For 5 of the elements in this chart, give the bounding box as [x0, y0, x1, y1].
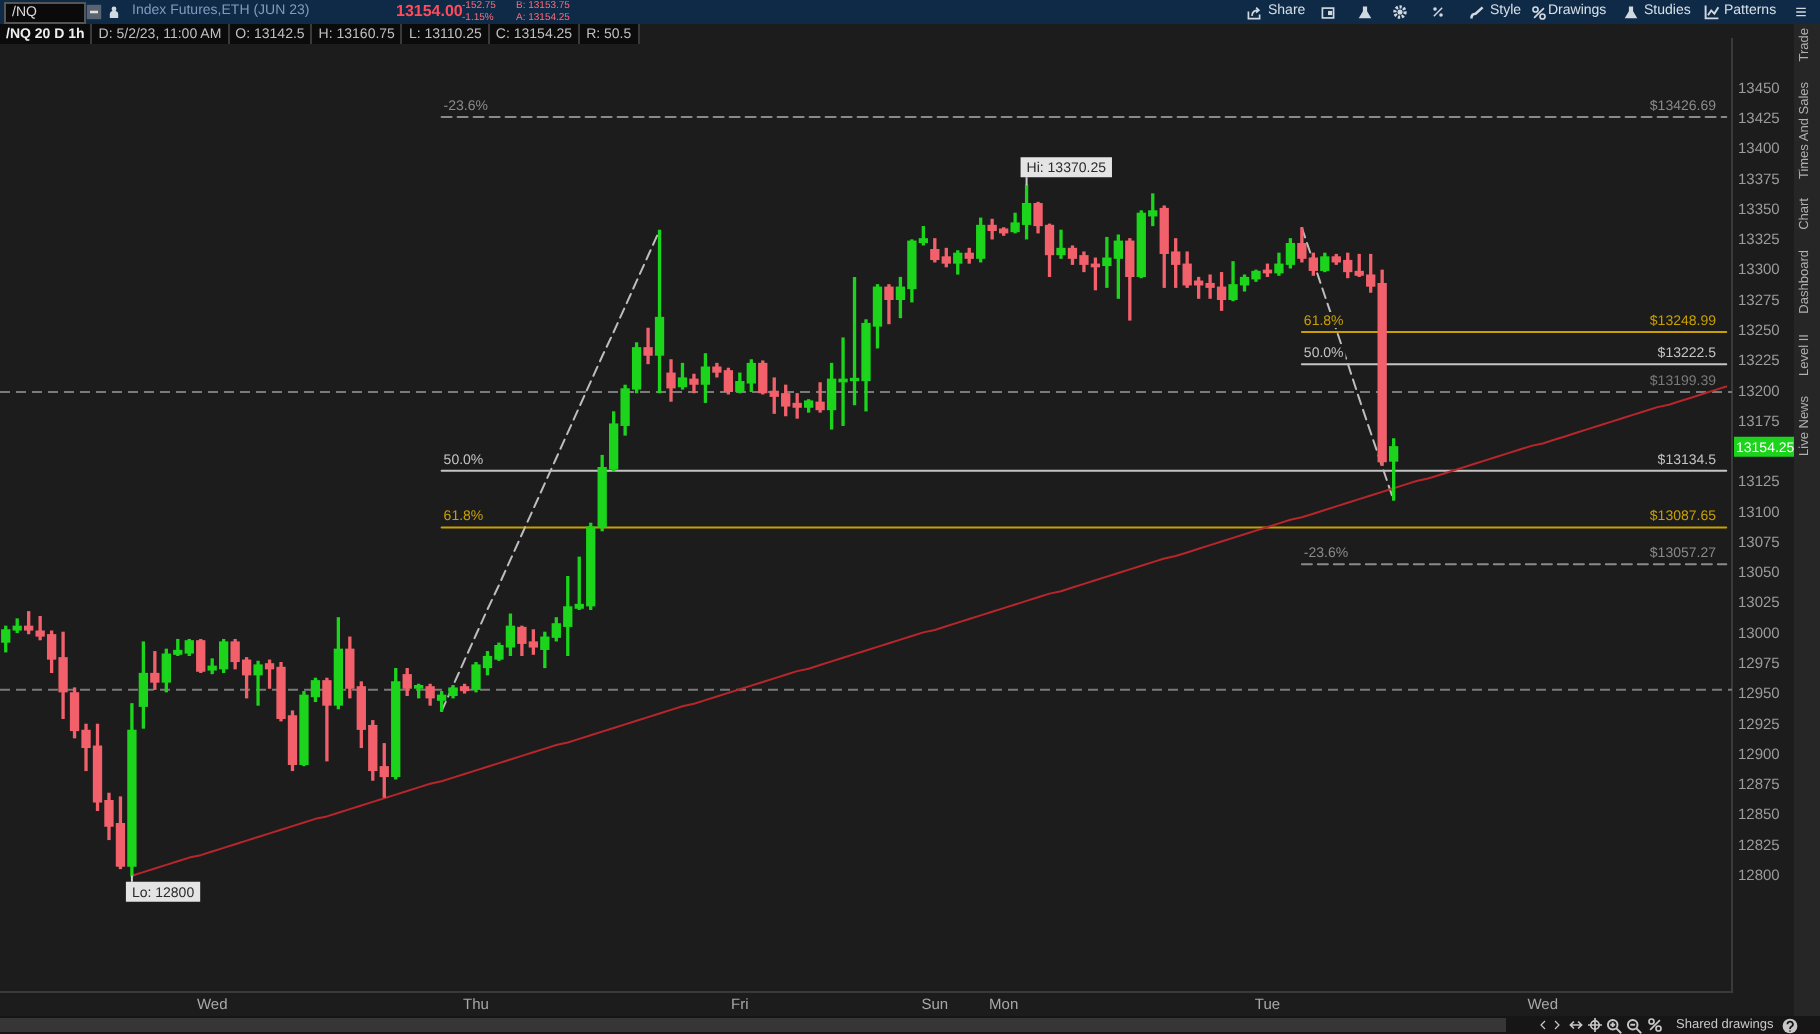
- candlestick: [815, 382, 825, 413]
- candlestick: [253, 660, 263, 706]
- text: 13154.00: [396, 2, 463, 20]
- candlestick: [1056, 229, 1066, 259]
- candlestick: [150, 651, 160, 690]
